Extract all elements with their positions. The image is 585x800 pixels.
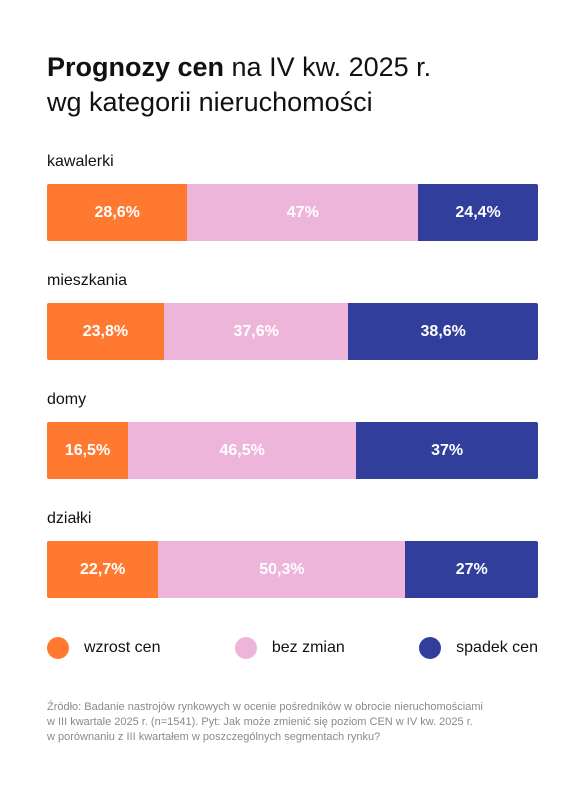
- legend-swatch: [47, 637, 69, 659]
- chart-title-regular: na IV kw. 2025 r.: [224, 52, 432, 82]
- stacked-bar: 16,5% 46,5% 37%: [47, 422, 538, 479]
- source-line-3: w porównaniu z III kwartałem w poszczegó…: [47, 731, 381, 743]
- data-label: 38,6%: [420, 322, 466, 340]
- data-label: 22,7%: [80, 560, 126, 578]
- source-line-2: w III kwartale 2025 r. (n=1541). Pyt: Ja…: [47, 716, 473, 728]
- data-label: 50,3%: [259, 560, 305, 578]
- legend-swatch: [419, 637, 442, 659]
- data-label: 24,4%: [455, 203, 501, 221]
- data-label: 16,5%: [64, 441, 111, 459]
- legend-label: wzrost cen: [84, 639, 161, 656]
- bar-segment: 22,7%: [47, 541, 159, 598]
- category-label: działki: [47, 510, 92, 527]
- bar-segment: 50,3%: [158, 541, 406, 598]
- bar-segment: 46,5%: [128, 422, 357, 479]
- source-note: Źródło: Badanie nastrojów rynkowych w oc…: [47, 700, 547, 745]
- bar-segment: 28,6%: [47, 184, 188, 241]
- bar-row: kawalerki 28,6% 47% 24,4%: [47, 152, 538, 271]
- bar-segment: 38,6%: [348, 303, 538, 360]
- bar-segment: 37,6%: [163, 303, 349, 360]
- category-label: mieszkania: [47, 272, 128, 289]
- bar-row: domy 16,5% 46,5% 37%: [47, 390, 538, 509]
- bar-segment: 16,5%: [47, 422, 128, 479]
- legend-label: spadek cen: [456, 639, 538, 656]
- data-label: 37%: [431, 441, 464, 459]
- category-label: domy: [47, 391, 87, 408]
- data-label: 47%: [286, 203, 319, 221]
- chart-title-bold: Prognozy cen: [47, 52, 225, 82]
- legend-item: bez zmian: [234, 637, 345, 659]
- stacked-bar: 28,6% 47% 24,4%: [47, 184, 538, 241]
- bar-segment: 23,8%: [47, 303, 164, 360]
- data-label: 28,6%: [94, 203, 140, 221]
- legend-item: wzrost cen: [47, 637, 160, 659]
- bar-rows: kawalerki 28,6% 47% 24,4% mieszkania 23,8% 37,…: [47, 152, 538, 628]
- category-label: kawalerki: [47, 153, 114, 170]
- legend-item: spadek cen: [419, 637, 538, 659]
- bar-segment: 47%: [187, 184, 419, 241]
- bar-row: mieszkania 23,8% 37,6% 38,6%: [47, 271, 538, 390]
- bar-row: działki 22,7% 50,3% 27%: [47, 509, 538, 628]
- data-label: 27%: [455, 560, 488, 578]
- data-label: 37,6%: [233, 322, 279, 340]
- source-line-1: Źródło: Badanie nastrojów rynkowych w oc…: [47, 701, 483, 713]
- stacked-bar: 23,8% 37,6% 38,6%: [47, 303, 538, 360]
- legend-label: bez zmian: [271, 639, 345, 656]
- legend-swatch: [234, 637, 257, 659]
- chart-title: Prognozy cen na IV kw. 2025 r. wg katego…: [47, 50, 547, 120]
- bar-segment: 27%: [405, 541, 538, 598]
- bar-segment: 24,4%: [418, 184, 538, 241]
- legend: wzrost cen bez zmian spadek cen: [47, 634, 538, 662]
- stacked-bar: 22,7% 50,3% 27%: [47, 541, 538, 598]
- data-label: 23,8%: [82, 322, 129, 340]
- chart-title-line2: wg kategorii nieruchomości: [47, 87, 373, 117]
- bar-segment: 37%: [356, 422, 538, 479]
- data-label: 46,5%: [219, 441, 265, 459]
